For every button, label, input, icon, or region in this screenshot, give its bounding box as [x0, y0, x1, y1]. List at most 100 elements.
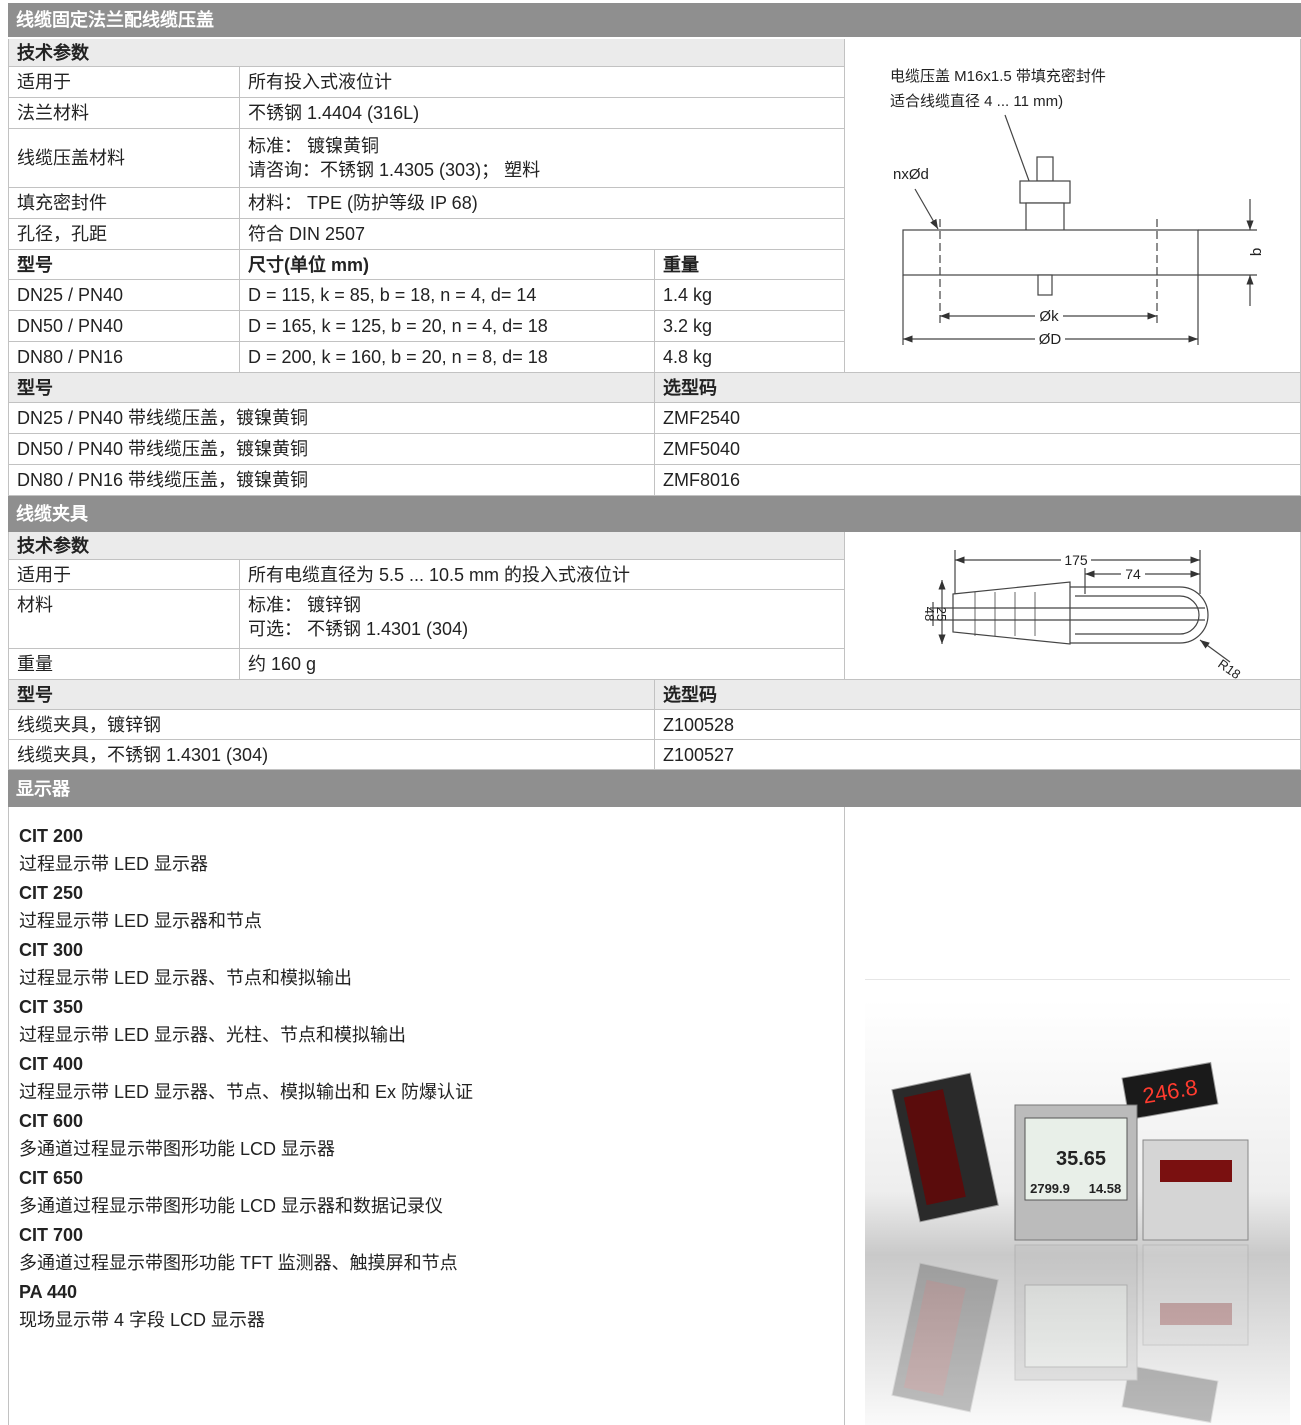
cell-text: 重量: [17, 654, 53, 674]
product-desc: 多通道过程显示带图形功能 LCD 显示器和数据记录仪: [19, 1196, 444, 1216]
order-model: DN50 / PN40 带线缆压盖，镀镍黄铜: [8, 434, 655, 465]
drawing-part: [1037, 274, 1053, 296]
devices: [891, 1061, 1249, 1241]
dim-cell: DN80 / PN16: [8, 342, 240, 373]
spec-label: 孔径，孔距: [8, 219, 240, 250]
cell-text: 符合 DIN 2507: [248, 224, 366, 244]
device-left-led: [903, 1089, 966, 1206]
product-name: CIT 600: [19, 1111, 84, 1131]
cell-text: ZMF2540: [663, 408, 741, 428]
order-code: ZMF2540: [655, 403, 1301, 434]
device-right: [1142, 1139, 1249, 1241]
dim-cell: DN50 / PN40: [8, 311, 240, 342]
order-code: Z100528: [655, 710, 1301, 740]
drawing-label: 35.65: [1056, 1148, 1106, 1170]
cell-text: D = 165, k = 125, b = 20, n = 4, d= 18: [248, 316, 548, 336]
cell-text: 型号: [17, 254, 53, 275]
cell-text: 约 160 g: [248, 654, 317, 674]
dim-cell: 3.2 kg: [655, 311, 845, 342]
order-header: 型号: [8, 680, 655, 710]
cell-text: 填充密封件: [17, 193, 107, 213]
label-bg: [1121, 566, 1145, 582]
cell-text: 适用于: [17, 564, 71, 585]
drawing-label: ØD: [1039, 331, 1062, 348]
order-code: Z100527: [655, 740, 1301, 770]
product-name: CIT 250: [19, 883, 84, 903]
cell-text: 技术参数: [17, 42, 89, 63]
device-right: [1142, 1244, 1249, 1346]
device-screen: [1024, 1117, 1128, 1201]
clamp-loop: [1070, 586, 1209, 644]
drawing-label: 2799.9: [1030, 1181, 1070, 1196]
devices: [891, 1244, 1249, 1424]
drawing-line: [914, 188, 939, 230]
drawing-label: Øk: [1039, 308, 1059, 325]
cell-text: 线缆压盖材料: [17, 148, 125, 168]
cell-text: 适用于: [17, 72, 71, 92]
cell-text: 所有投入式液位计: [248, 72, 392, 92]
cell-text: Z100527: [663, 744, 735, 765]
section-header: 线缆固定法兰配线缆压盖: [8, 3, 1301, 37]
device-right-led: [1160, 1303, 1232, 1325]
spec-value: 所有投入式液位计: [240, 67, 845, 98]
product-name: CIT 300: [19, 940, 84, 960]
order-header: 选型码: [655, 373, 1301, 403]
product-desc: 过程显示带 LED 显示器、节点、模拟输出和 Ex 防爆认证: [19, 1082, 474, 1102]
drawing-label: 25: [934, 607, 949, 621]
product-desc: 现场显示带 4 字段 LCD 显示器: [19, 1310, 266, 1330]
cell-text: 选型码: [663, 684, 717, 705]
cell-text: 型号: [17, 377, 53, 398]
cell-text: 4.8 kg: [663, 347, 713, 367]
cell-text: DN25 / PN40: [17, 285, 124, 305]
cell-text: DN80 / PN16 带线缆压盖，镀镍黄铜: [17, 470, 309, 490]
product-name: CIT 400: [19, 1054, 84, 1074]
device-top: [1121, 1364, 1219, 1424]
order-model: 线缆夹具，镀锌钢: [8, 710, 655, 740]
drawing-label: 适合线缆直径 4 ... 11 mm): [890, 93, 1063, 110]
dim-cell: 4.8 kg: [655, 342, 845, 373]
cell-text: 线缆固定法兰配线缆压盖: [16, 10, 214, 30]
cell-text: 材料： TPE (防护等级 IP 68): [248, 193, 478, 213]
cell-text: 标准： 镀锌钢: [248, 595, 362, 615]
drawing-label: nxØd: [893, 166, 929, 183]
cell-text: 显示器: [16, 778, 70, 799]
cell-text: 请咨询：不锈钢 1.4305 (303)； 塑料: [248, 160, 541, 180]
dim-header: 型号: [8, 250, 240, 280]
spec-label: 法兰材料: [8, 98, 240, 129]
spec-value: 材料： TPE (防护等级 IP 68): [240, 188, 845, 219]
cell-text: DN50 / PN40: [17, 316, 124, 336]
product-desc: 多通道过程显示带图形功能 TFT 监测器、触摸屏和节点: [19, 1253, 458, 1273]
spec-value: 不锈钢 1.4404 (316L): [240, 98, 845, 129]
dim-cell: 1.4 kg: [655, 280, 845, 311]
section-header: 显示器: [8, 770, 1301, 807]
drawing-label: 74: [1125, 566, 1141, 582]
dim-cell: D = 115, k = 85, b = 18, n = 4, d= 14: [240, 280, 655, 311]
drawing-line: [1199, 639, 1231, 663]
label-bg: [1035, 330, 1065, 348]
section-header: 线缆夹具: [8, 496, 1301, 532]
spec-title: 技术参数: [8, 39, 845, 67]
device-left-led: [903, 1279, 966, 1396]
label-bg: [1061, 552, 1091, 568]
drawing-label: b: [1248, 248, 1265, 256]
drawing-area: 电缆压盖 M16x1.5 带填充密封件 适合线缆直径 4 ... 11 mm) Øk…: [845, 39, 1301, 373]
cell-text: 可选： 不锈钢 1.4301 (304): [248, 619, 469, 639]
order-model: 线缆夹具，不锈钢 1.4301 (304): [8, 740, 655, 770]
cell-text: 所有电缆直径为 5.5 ... 10.5 mm 的投入式液位计: [248, 564, 631, 585]
product-name: CIT 700: [19, 1225, 84, 1245]
cell-text: D = 200, k = 160, b = 20, n = 8, d= 18: [248, 347, 548, 367]
product-desc: 过程显示带 LED 显示器: [19, 854, 209, 874]
spec-label: 适用于: [8, 67, 240, 98]
spec-title: 技术参数: [8, 532, 845, 560]
drawing-area: 175 74 48 25 R18: [845, 532, 1301, 680]
dim-cell: D = 165, k = 125, b = 20, n = 4, d= 18: [240, 311, 655, 342]
spec-label: 重量: [8, 649, 240, 680]
spec-value: 符合 DIN 2507: [240, 219, 845, 250]
dim-cell: DN25 / PN40: [8, 280, 240, 311]
drawing-part: [1019, 180, 1071, 204]
device-center: [1014, 1244, 1138, 1381]
drawing-part: [1025, 202, 1065, 232]
spec-value: 标准： 镀锌钢可选： 不锈钢 1.4301 (304): [240, 590, 845, 649]
